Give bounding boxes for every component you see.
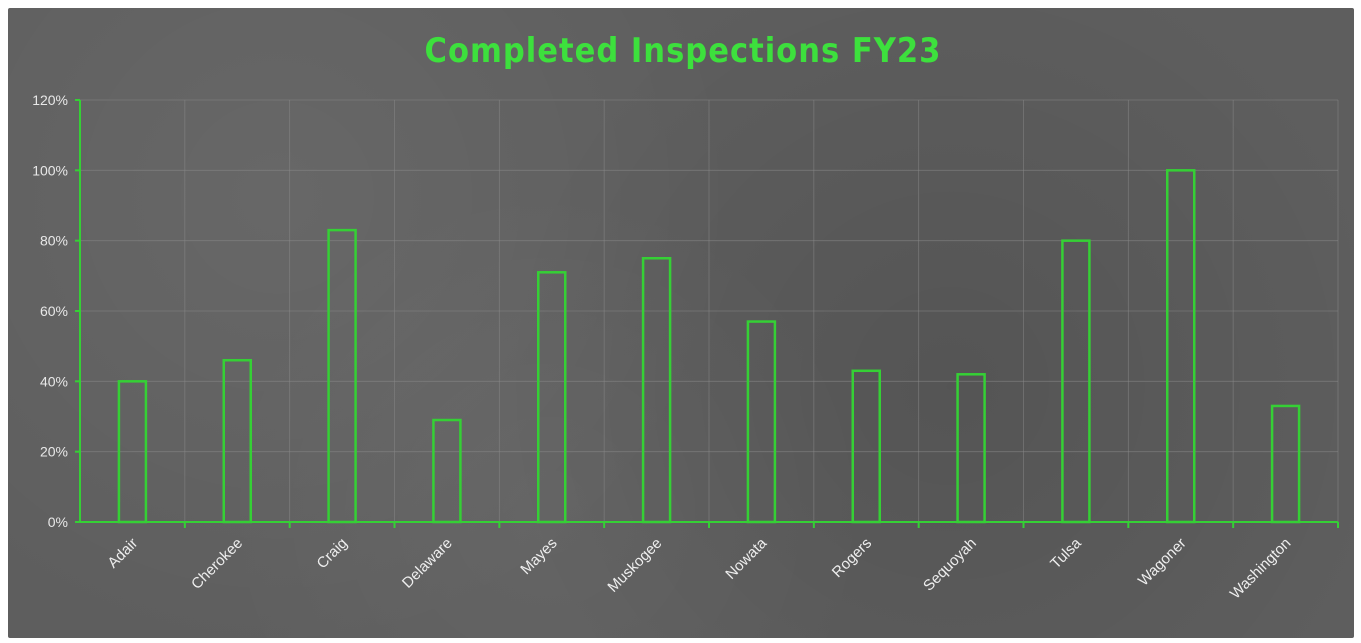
- x-tick-label: Wagoner: [1135, 535, 1190, 590]
- bar-wagoner: [1166, 169, 1196, 524]
- x-tick-label: Rogers: [829, 535, 875, 581]
- y-tick-label: 100%: [32, 162, 68, 178]
- y-tick-label: 60%: [40, 303, 68, 319]
- x-tick-label: Delaware: [399, 535, 456, 592]
- x-tick-label: Muskogee: [604, 535, 665, 596]
- bar-cherokee: [222, 358, 252, 524]
- chart-area: [8, 8, 1354, 638]
- x-tick-label: Nowata: [722, 534, 770, 582]
- y-tick-label: 0%: [48, 514, 68, 530]
- bar-delaware: [432, 418, 462, 524]
- x-tick-label: Adair: [104, 535, 141, 572]
- x-tick-label: Mayes: [517, 535, 560, 578]
- y-tick-label: 120%: [32, 92, 68, 108]
- y-tick-label: 40%: [40, 373, 68, 389]
- x-tick-label: Tulsa: [1047, 534, 1085, 572]
- x-axis-ticks: Adair Cherokee Craig Delaware Mayes Muskogee N…: [104, 534, 1294, 602]
- x-tick-label: Sequoyah: [920, 535, 980, 595]
- bar-craig: [327, 228, 357, 524]
- x-tick-label: Cherokee: [188, 535, 246, 593]
- bar-washington: [1270, 404, 1301, 524]
- axes: [75, 99, 1339, 528]
- chart-title: Completed Inspections FY23: [425, 31, 942, 71]
- x-tick-label: Washington: [1227, 535, 1295, 603]
- gridlines: [80, 99, 1339, 522]
- y-tick-label: 20%: [40, 444, 68, 460]
- x-tick-label: Craig: [314, 535, 351, 572]
- bar-muskogee: [641, 257, 672, 524]
- bar-rogers: [851, 369, 881, 524]
- bar-nowata: [746, 320, 777, 524]
- bar-sequoyah: [956, 373, 986, 524]
- y-tick-label: 80%: [40, 233, 68, 249]
- bar-mayes: [537, 271, 567, 524]
- y-axis-ticks: 0% 20% 40% 60% 80% 100% 120%: [32, 92, 68, 530]
